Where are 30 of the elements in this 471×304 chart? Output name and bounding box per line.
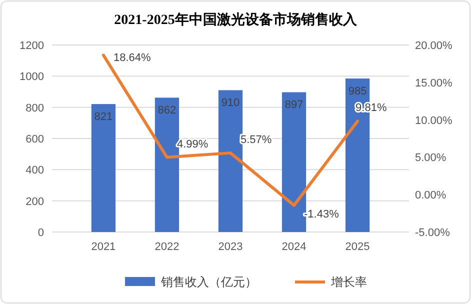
bar xyxy=(91,104,116,232)
y-tick-label: 400 xyxy=(26,164,44,177)
x-tick-label: 2021 xyxy=(91,241,116,253)
y-tick-label: 800 xyxy=(26,102,44,114)
data-label: 897 xyxy=(284,99,304,112)
x-tick-label: 2024 xyxy=(282,241,306,253)
y2-tick-label: 5.00% xyxy=(415,152,446,164)
x-tick-label: 2025 xyxy=(345,241,370,253)
y2-tick-label: 10.00% xyxy=(415,114,453,127)
y-tick-label: 1200 xyxy=(20,40,44,52)
x-tick-label: 2023 xyxy=(218,241,243,253)
y-tick-label: 0 xyxy=(38,227,44,239)
data-label: 18.64% xyxy=(113,52,151,64)
bar xyxy=(218,90,243,232)
y2-tick-label: 0.00% xyxy=(415,190,446,202)
bar xyxy=(282,92,306,232)
legend-label: 销售收入（亿元） xyxy=(160,275,257,289)
y2-tick-label: 15.00% xyxy=(415,77,453,90)
y-tick-label: 200 xyxy=(26,196,44,208)
y2-tick-label: 20.00% xyxy=(415,40,453,52)
legend-label: 增长率 xyxy=(330,275,367,289)
y-tick-label: 600 xyxy=(26,134,44,146)
data-label: 862 xyxy=(158,104,176,117)
data-label: 821 xyxy=(94,111,113,124)
y2-tick-label: -5.00% xyxy=(415,227,450,239)
data-label: 985 xyxy=(348,86,367,98)
data-label: 910 xyxy=(221,97,240,110)
x-tick-label: 2022 xyxy=(154,241,180,253)
y-tick-label: 1000 xyxy=(20,71,44,84)
chart-title: 2021-2025年中国激光设备市场销售收入 xyxy=(114,11,358,28)
